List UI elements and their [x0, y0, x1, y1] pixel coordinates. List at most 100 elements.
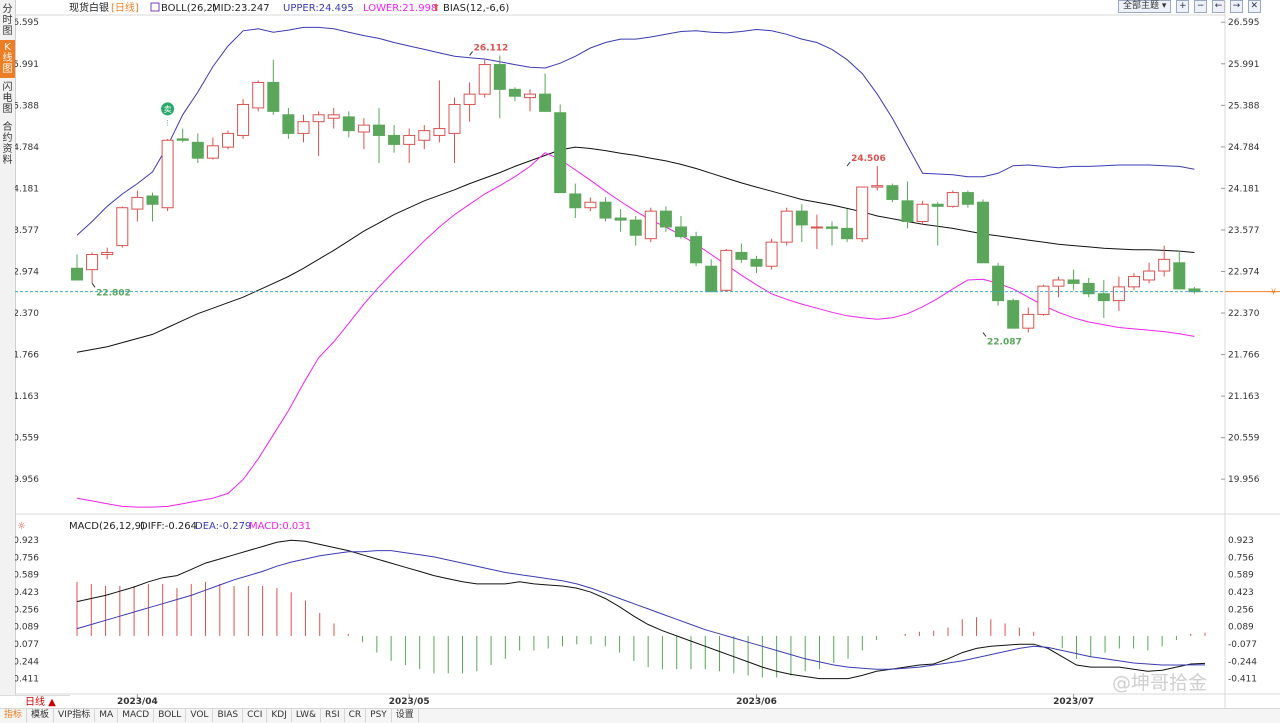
candle [931, 202, 944, 246]
candle [946, 190, 959, 208]
indicator-tab-14[interactable]: 设置 [392, 709, 419, 722]
candle-body [826, 226, 838, 229]
macd-tick-right: 0.756 [1228, 553, 1254, 563]
candle-body [116, 207, 129, 247]
candle-body [508, 88, 521, 97]
theme-select[interactable]: 全部主题 ▾ [1118, 0, 1172, 13]
zoom-out-icon[interactable]: − [1194, 0, 1208, 13]
candle-body [1173, 262, 1186, 290]
macd-tick-left: -0.077 [15, 640, 39, 650]
candle-body [765, 241, 778, 267]
candle-body [161, 139, 174, 209]
macd-settings-icon[interactable]: ☼ [17, 521, 26, 532]
candle-body [86, 254, 99, 271]
candle [252, 80, 265, 112]
bias-arrow-icon[interactable]: ⬆ [432, 3, 440, 14]
indicator-tab-13[interactable]: PSY [366, 709, 392, 722]
candle-body [1097, 293, 1110, 302]
date-tick-label: 2023/05 [389, 697, 430, 707]
macd-title: MACD(26,12,9) [69, 521, 145, 532]
macd-tick-left: -0.244 [15, 657, 39, 667]
macd-tick-right: -0.411 [1228, 675, 1257, 685]
candle [403, 128, 416, 163]
macd-tick-left: 0.256 [15, 605, 39, 615]
candle [629, 215, 642, 246]
bias-label: BIAS(12,-6,6) [443, 3, 509, 14]
arrow-right-icon[interactable]: → [1229, 0, 1243, 13]
indicator-tab-7[interactable]: BIAS [213, 709, 244, 722]
candle [961, 190, 974, 208]
boll-label: BOLL(26,2) [161, 3, 217, 14]
candle-body [1052, 279, 1065, 287]
candle [508, 87, 521, 102]
macd-tick-right: 0.589 [1228, 571, 1254, 581]
indicator-tab-5[interactable]: BOLL [154, 709, 187, 722]
candle [71, 254, 83, 281]
boll-mid-value: MID:23.247 [212, 3, 270, 14]
candle-body [856, 186, 869, 240]
candle [206, 137, 219, 160]
candle-body [992, 265, 1005, 302]
candle-body [961, 192, 974, 205]
candle [1007, 298, 1020, 329]
candle [856, 186, 869, 243]
candle [554, 104, 567, 194]
indicator-tab-11[interactable]: RSI [321, 709, 345, 722]
price-annotation-pointer [846, 161, 851, 167]
instrument-name: 现货白银 [69, 1, 109, 14]
sell-signal-marker[interactable]: 卖 ⋮ [161, 102, 175, 127]
indicator-tab-3[interactable]: MA [95, 709, 119, 722]
date-tick-label: 2023/04 [117, 697, 158, 707]
indicator-tab-6[interactable]: VOL [186, 709, 214, 722]
candle [569, 183, 582, 219]
tab-timeshare[interactable]: 分时图 [2, 4, 13, 37]
left-tab-strip: 分时图 K线图 闪电图 合约资料 [0, 0, 16, 700]
tab-kline[interactable]: K线图 [0, 40, 15, 78]
candle-body [403, 134, 416, 145]
indicator-tab-8[interactable]: CCI [243, 709, 268, 722]
price-tick-left: 20.559 [15, 434, 39, 444]
candle-body [614, 217, 627, 221]
candle-body [146, 195, 159, 205]
candle [1022, 307, 1035, 333]
price-annotation-pointer [469, 51, 474, 56]
boll-toggle-icon[interactable] [150, 2, 160, 12]
candle [342, 111, 355, 138]
candle [478, 59, 491, 98]
indicator-tab-12[interactable]: CR [345, 709, 367, 722]
zoom-in-icon[interactable]: + [1176, 0, 1190, 13]
indicator-tab-9[interactable]: KDJ [267, 709, 292, 722]
period-selector[interactable]: 日线 ▲ [0, 695, 70, 708]
tab-lightning[interactable]: 闪电图 [2, 82, 13, 115]
candle [1097, 279, 1110, 318]
candle [312, 111, 325, 157]
close-icon[interactable]: ✕ [1247, 0, 1261, 13]
candle [1188, 286, 1201, 294]
price-tick-right: 19.956 [1228, 475, 1260, 485]
candle-body [1037, 285, 1050, 315]
indicator-tab-4[interactable]: MACD [118, 709, 155, 722]
boll-lower-line [76, 152, 1195, 508]
candle-body [539, 93, 552, 112]
tab-contract-info[interactable]: 合约资料 [2, 122, 13, 166]
candle [614, 209, 627, 232]
indicator-tab-1[interactable]: 模板 [27, 709, 55, 722]
candle-body [206, 145, 219, 159]
candle-body [252, 81, 265, 109]
candle-body [478, 64, 491, 95]
price-annotation: 24.506 [851, 154, 886, 164]
indicator-tab-0[interactable]: 指标 [0, 709, 28, 722]
candle [463, 82, 476, 122]
indicator-tab-10[interactable]: LW& [292, 709, 321, 722]
price-tick-left: 26.595 [15, 18, 39, 28]
macd-axis-left: 0.923 0.756 0.589 0.423 0.256 0.089 -0.077 -0.2… [15, 536, 39, 685]
indicator-tab-2[interactable]: VIP指标 [54, 709, 96, 722]
price-tick-right: 26.595 [1228, 18, 1260, 28]
price-axis-right: 26.595 25.991 25.388 24.784 24.181 23.577 22.9… [1221, 18, 1260, 485]
macd-tick-right: 0.256 [1228, 605, 1254, 615]
candle [388, 125, 401, 153]
price-tick-right: 24.784 [1228, 143, 1260, 153]
candle [161, 138, 174, 212]
price-tick-right: 22.974 [1228, 267, 1260, 277]
price-tick-right: 21.163 [1228, 392, 1260, 402]
